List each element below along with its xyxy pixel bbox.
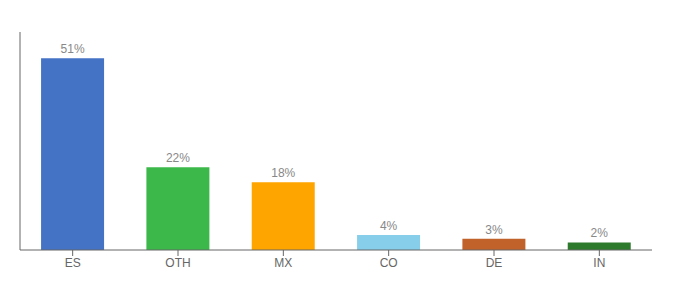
svg-text:2%: 2% — [591, 226, 609, 240]
svg-text:4%: 4% — [380, 219, 398, 233]
svg-text:CO: CO — [380, 256, 398, 270]
svg-text:51%: 51% — [61, 42, 85, 56]
svg-text:18%: 18% — [271, 166, 295, 180]
svg-text:IN: IN — [593, 256, 605, 270]
svg-text:3%: 3% — [485, 223, 503, 237]
svg-text:DE: DE — [486, 256, 503, 270]
svg-text:ES: ES — [65, 256, 81, 270]
svg-text:MX: MX — [274, 256, 292, 270]
svg-text:OTH: OTH — [165, 256, 190, 270]
svg-text:22%: 22% — [166, 151, 190, 165]
